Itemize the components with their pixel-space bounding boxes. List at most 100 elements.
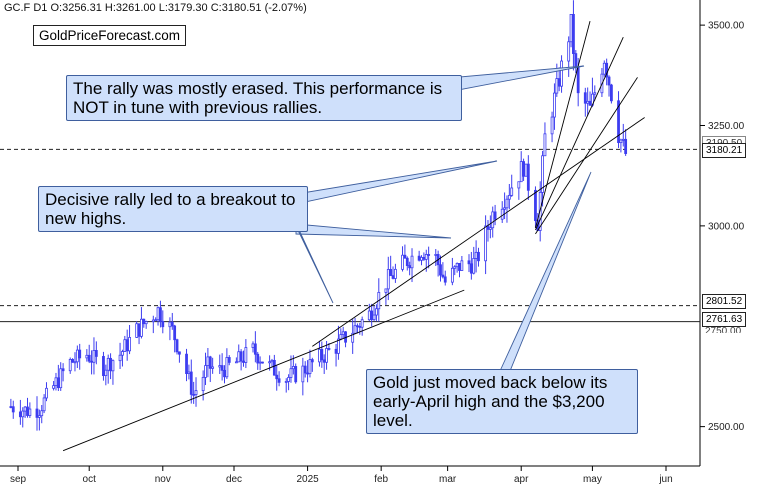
x-tick-label: jun	[658, 474, 672, 485]
trendline	[535, 36, 624, 231]
candle-body	[507, 194, 511, 200]
candle-body	[26, 406, 29, 416]
open-label: O:3256.31	[50, 2, 102, 14]
candle-body	[619, 139, 623, 144]
candle-body	[270, 359, 274, 363]
candle-body	[237, 351, 241, 363]
candle-body	[394, 268, 397, 279]
candle-body	[11, 406, 15, 413]
trendline	[535, 77, 638, 235]
candle-body	[211, 366, 215, 369]
candle-body	[424, 254, 428, 260]
x-tick-label: dec	[226, 474, 242, 485]
x-tick-label: nov	[155, 474, 171, 485]
candle-body	[54, 377, 58, 386]
candle-body	[275, 374, 279, 380]
candle-body	[389, 269, 393, 277]
candle-body	[294, 366, 298, 383]
candle-body	[154, 319, 158, 322]
candle-body	[161, 320, 165, 328]
candle-body	[327, 348, 331, 350]
candle-body	[308, 359, 312, 374]
candle-body	[291, 366, 295, 370]
trendline	[62, 289, 465, 452]
candle-body	[94, 350, 98, 357]
candle-body	[524, 163, 528, 177]
candle-body	[541, 155, 544, 193]
candle-body	[453, 266, 457, 269]
candle-body	[187, 371, 191, 374]
candle-body	[142, 318, 146, 325]
callout-rally-erased: The rally was mostly erased. This perfor…	[66, 75, 462, 121]
callout-pointers	[295, 65, 592, 372]
candle-body	[550, 116, 554, 135]
y-tick-label: 3000.00	[708, 221, 745, 232]
candle-body	[75, 349, 79, 363]
candle-body	[493, 211, 497, 220]
price-tag-current: 3180.21	[702, 143, 747, 158]
candle-body	[123, 339, 127, 352]
candle-body	[472, 258, 476, 274]
x-tick-label: feb	[374, 474, 388, 485]
candle-body	[128, 337, 131, 352]
candle-body	[90, 360, 93, 363]
candle-body	[121, 351, 124, 356]
candle-body	[320, 348, 324, 361]
candle-body	[227, 357, 231, 363]
candle-body	[106, 357, 110, 371]
candle-body	[526, 163, 530, 191]
candle-body	[441, 274, 445, 278]
candle-body	[621, 138, 625, 141]
candle-body	[234, 361, 238, 364]
candle-body	[301, 365, 305, 383]
candle-body	[68, 359, 72, 372]
candle-body	[484, 225, 488, 262]
candle-body	[534, 189, 537, 222]
candle-body	[617, 100, 620, 144]
candle-body	[173, 325, 177, 341]
candle-body	[251, 343, 255, 348]
candle-body	[204, 365, 207, 378]
candle-body	[28, 408, 32, 416]
candle-body	[87, 354, 91, 362]
candle-body	[92, 350, 96, 363]
candle-body	[289, 368, 293, 378]
candle-body	[360, 319, 364, 328]
trendline	[312, 117, 645, 347]
x-tick-label: may	[583, 474, 602, 485]
candle-body	[519, 161, 523, 183]
candle-body	[137, 323, 141, 337]
candle-body	[450, 267, 454, 283]
candle-body	[244, 347, 248, 363]
candle-body	[223, 369, 226, 378]
candle-body	[583, 92, 587, 104]
y-axis-ticks: 2500.00 3000.00 3250.00 3500.00	[700, 21, 745, 433]
candle-body	[284, 381, 288, 383]
candle-body	[135, 323, 139, 338]
candle-body	[45, 387, 48, 399]
candle-body	[410, 255, 414, 269]
candle-body	[277, 378, 281, 383]
trendline	[535, 20, 591, 228]
candle-body	[256, 353, 260, 364]
candle-body	[156, 307, 160, 321]
candle-body	[467, 260, 471, 265]
candle-body	[18, 411, 22, 418]
price-tag-2761: 2761.63	[702, 312, 747, 327]
candle-body	[602, 62, 606, 75]
candle-body	[185, 353, 188, 374]
candle-body	[78, 349, 82, 359]
axis-label-2750: 2750.00	[705, 326, 742, 333]
high-label: H:3261.00	[104, 2, 156, 14]
candle-body	[140, 318, 143, 337]
candle-body	[125, 339, 129, 352]
candle-body	[104, 369, 108, 377]
candle-body	[488, 227, 492, 230]
candle-body	[605, 62, 609, 78]
symbol-label: GC.F	[4, 2, 31, 14]
candle-body	[427, 254, 431, 256]
candle-body	[253, 343, 257, 355]
candle-body	[610, 84, 613, 102]
candle-body	[159, 307, 162, 322]
candle-body	[420, 257, 423, 261]
